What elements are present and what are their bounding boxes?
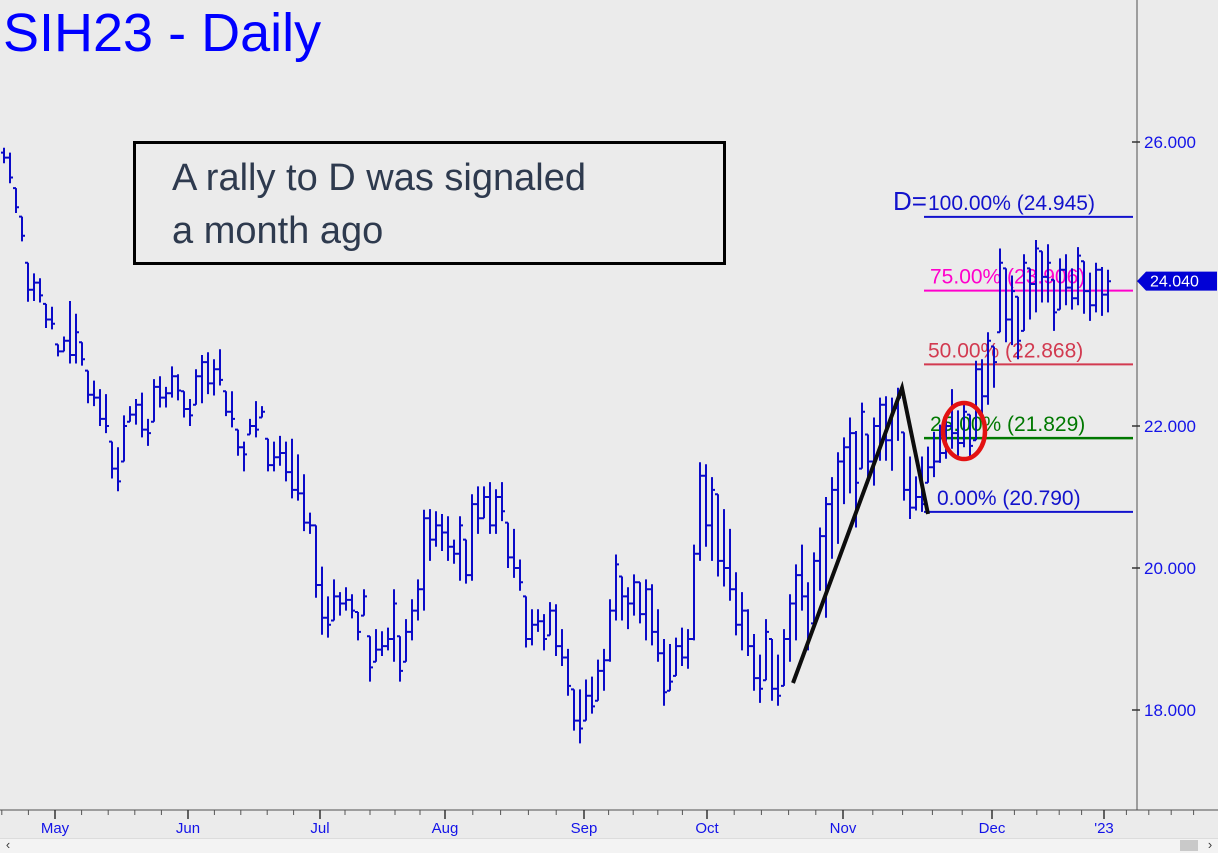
price-bars xyxy=(1,147,1111,744)
svg-text:Jul: Jul xyxy=(310,820,329,837)
scrollbar-right-arrow-icon[interactable]: › xyxy=(1207,837,1213,852)
last-price-tag: 24.040 xyxy=(1137,271,1217,291)
scrollbar-left-arrow-icon[interactable]: ‹ xyxy=(5,837,11,852)
callout-annotation-box: A rally to D was signaled a month ago xyxy=(133,141,726,265)
svg-text:Nov: Nov xyxy=(830,820,857,837)
horizontal-scrollbar[interactable]: ‹ › xyxy=(0,838,1218,853)
svg-text:22.000: 22.000 xyxy=(1144,417,1196,436)
svg-text:18.000: 18.000 xyxy=(1144,701,1196,720)
svg-text:0.00% (20.790): 0.00% (20.790) xyxy=(937,487,1081,510)
svg-text:20.000: 20.000 xyxy=(1144,559,1196,578)
svg-text:100.00% (24.945): 100.00% (24.945) xyxy=(928,192,1095,215)
svg-text:75.00% (23.906): 75.00% (23.906) xyxy=(930,266,1085,289)
svg-text:May: May xyxy=(41,820,70,837)
svg-text:26.000: 26.000 xyxy=(1144,133,1196,152)
svg-text:Oct: Oct xyxy=(695,820,719,837)
x-axis[interactable]: May Jun Jul Aug Sep Oct Nov Dec '23 xyxy=(0,809,1218,837)
callout-line-2: a month ago xyxy=(172,210,384,252)
svg-text:25.00% (21.829): 25.00% (21.829) xyxy=(930,413,1085,436)
svg-text:Jun: Jun xyxy=(176,820,200,837)
svg-text:Aug: Aug xyxy=(432,820,459,837)
svg-text:24.040: 24.040 xyxy=(1150,274,1199,291)
svg-text:50.00% (22.868): 50.00% (22.868) xyxy=(928,339,1083,362)
callout-line-1: A rally to D was signaled xyxy=(172,157,586,199)
chart-title: SIH23 - Daily xyxy=(3,3,322,63)
scrollbar-thumb[interactable] xyxy=(1180,840,1198,851)
trendline-annotation xyxy=(791,380,930,684)
red-circle-annotation xyxy=(940,400,988,462)
svg-text:Sep: Sep xyxy=(571,820,598,837)
svg-text:'23: '23 xyxy=(1094,820,1114,837)
svg-text:Dec: Dec xyxy=(979,820,1006,837)
svg-text:D=: D= xyxy=(893,186,927,216)
y-axis[interactable]: 26.000 22.000 20.000 18.000 xyxy=(1132,0,1196,810)
